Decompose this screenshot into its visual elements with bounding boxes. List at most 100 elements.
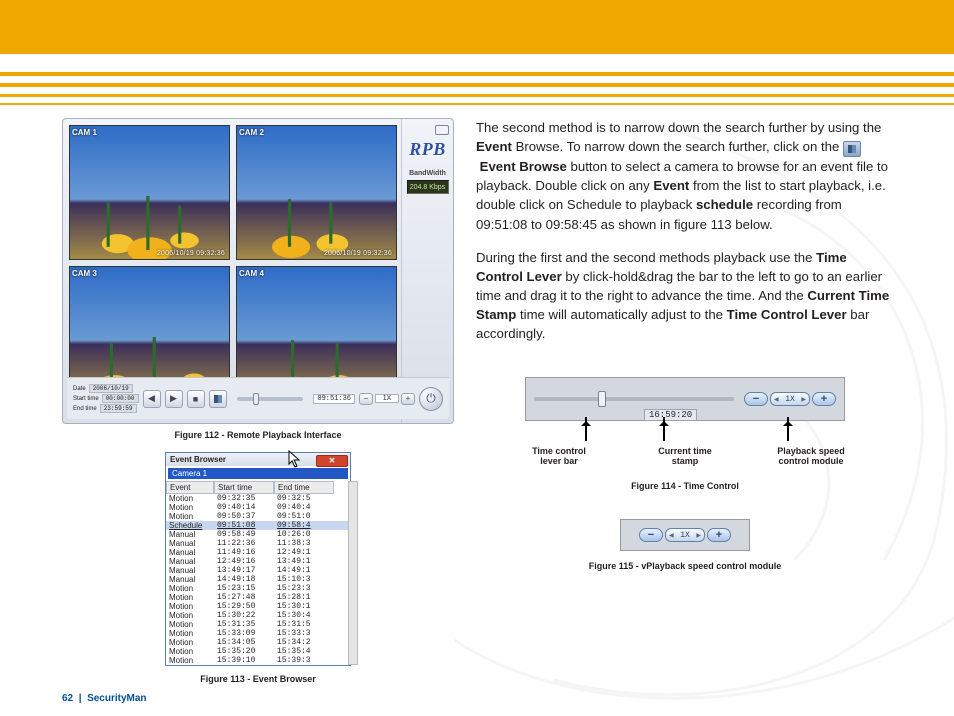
event-cell: Manual xyxy=(166,575,214,584)
event-row[interactable]: Motion15:33:0915:33:3 xyxy=(166,629,350,638)
event-row[interactable]: Motion15:23:1515:23:3 xyxy=(166,584,350,593)
event-row[interactable]: Motion15:30:2215:30:4 xyxy=(166,611,350,620)
close-button[interactable]: ✕ xyxy=(316,455,348,467)
body-p1f: Event xyxy=(653,178,689,193)
power-button[interactable]: ⏻ xyxy=(419,387,443,411)
date-value[interactable]: 2006/10/19 xyxy=(89,384,133,393)
event-row[interactable]: Manual11:49:1612:49:1 xyxy=(166,548,350,557)
event-row[interactable]: Motion09:40:1409:40:4 xyxy=(166,503,350,512)
play-button[interactable]: ▶ xyxy=(165,390,183,408)
event-row[interactable]: Motion15:31:3515:31:5 xyxy=(166,620,350,629)
event-row[interactable]: Motion09:32:3509:32:5 xyxy=(166,494,350,503)
event-row[interactable]: Manual09:58:4910:26:0 xyxy=(166,530,350,539)
col-end[interactable]: End time xyxy=(274,481,334,494)
speed-down-button[interactable]: − xyxy=(639,528,663,542)
camera-tile-2[interactable]: CAM 2 2006/10/19 09:32:36 xyxy=(236,125,397,260)
event-cell: 15:27:48 xyxy=(214,593,274,602)
event-row[interactable]: Motion09:50:3709:51:0 xyxy=(166,512,350,521)
speed-up-button[interactable]: + xyxy=(707,528,731,542)
prev-button[interactable]: ◀ xyxy=(143,390,161,408)
arrow-speed xyxy=(787,417,789,441)
event-row[interactable]: Manual13:49:1714:49:1 xyxy=(166,566,350,575)
event-cell: 15:34:2 xyxy=(274,638,334,647)
event-cell: Motion xyxy=(166,584,214,593)
event-row[interactable]: Motion15:29:5015:30:1 xyxy=(166,602,350,611)
footer-brand: SecurityMan xyxy=(87,693,146,704)
start-time-value[interactable]: 00:00:00 xyxy=(102,394,139,403)
event-cell: 15:28:1 xyxy=(274,593,334,602)
event-cell: 13:49:17 xyxy=(214,566,274,575)
event-cell: 15:31:5 xyxy=(274,620,334,629)
event-cell: 15:39:3 xyxy=(274,656,334,665)
event-row[interactable]: Manual11:22:3611:38:3 xyxy=(166,539,350,548)
event-cell: 14:49:18 xyxy=(214,575,274,584)
event-cell: 09:40:14 xyxy=(214,503,274,512)
event-cell: 14:49:1 xyxy=(274,566,334,575)
event-browser-camera[interactable]: Camera 1 xyxy=(168,468,348,479)
col-start[interactable]: Start time xyxy=(214,481,274,494)
col-event[interactable]: Event xyxy=(166,481,214,494)
minimize-button[interactable] xyxy=(435,125,449,135)
body-p2a: During the first and the second methods … xyxy=(476,250,816,265)
event-cell: 15:35:20 xyxy=(214,647,274,656)
event-cell: Motion xyxy=(166,647,214,656)
rpb-logo: RPB xyxy=(409,139,446,160)
date-label: Date xyxy=(73,386,86,392)
event-row[interactable]: Motion15:35:2015:35:4 xyxy=(166,647,350,656)
event-cell: Motion xyxy=(166,593,214,602)
event-row[interactable]: Motion15:39:1015:39:3 xyxy=(166,656,350,665)
figure-114-caption: Figure 114 - Time Control xyxy=(476,481,894,491)
event-cell: Motion xyxy=(166,503,214,512)
event-row[interactable]: Manual14:49:1815:10:3 xyxy=(166,575,350,584)
time-lever-knob[interactable] xyxy=(253,393,259,405)
event-cell: 09:58:4 xyxy=(274,521,334,530)
playback-date-panel: Date2006/10/19 Start time00:00:00 End ti… xyxy=(73,384,139,413)
event-cell: Schedule xyxy=(166,521,214,530)
speed-up-button[interactable]: + xyxy=(812,392,836,406)
speed-module-figure: − 1X + xyxy=(620,519,750,551)
time-control-lever[interactable] xyxy=(237,397,304,401)
event-cell: 12:49:16 xyxy=(214,557,274,566)
stop-button[interactable]: ■ xyxy=(187,390,205,408)
camera-timestamp: 2006/10/19 09:32:36 xyxy=(157,250,225,257)
event-cell: 09:51:0 xyxy=(274,512,334,521)
body-p2f: Time Control Lever xyxy=(727,307,847,322)
event-cell: Motion xyxy=(166,638,214,647)
bandwidth-value: 204.8 Kbps xyxy=(407,180,449,194)
body-p1a: The second method is to narrow down the … xyxy=(476,120,881,135)
speed-up-button[interactable]: + xyxy=(401,393,415,405)
event-cell: 15:29:50 xyxy=(214,602,274,611)
speed-down-button[interactable]: − xyxy=(359,393,373,405)
event-cell: Motion xyxy=(166,494,214,503)
header-gold-line xyxy=(0,83,954,87)
event-browse-button[interactable] xyxy=(209,390,227,408)
event-row[interactable]: Manual12:49:1613:49:1 xyxy=(166,557,350,566)
event-cell: Motion xyxy=(166,512,214,521)
footer-separator: | xyxy=(79,693,82,704)
camera-label: CAM 2 xyxy=(239,128,264,137)
event-cell: 15:34:05 xyxy=(214,638,274,647)
body-p1b: Event xyxy=(476,139,512,154)
event-cell: 11:38:3 xyxy=(274,539,334,548)
event-browser-title: Event Browser xyxy=(170,455,226,464)
camera-timestamp: 2006/10/19 09:32:36 xyxy=(324,250,392,257)
speed-down-button[interactable]: − xyxy=(744,392,768,406)
body-p1c: Browse. To narrow down the search furthe… xyxy=(512,139,843,154)
event-cell: 15:35:4 xyxy=(274,647,334,656)
event-row[interactable]: Motion15:27:4815:28:1 xyxy=(166,593,350,602)
time-control-lever[interactable] xyxy=(534,397,734,401)
event-row[interactable]: Motion15:34:0515:34:2 xyxy=(166,638,350,647)
event-cell: Manual xyxy=(166,548,214,557)
body-p1h: schedule xyxy=(696,197,753,212)
event-row[interactable]: Schedule09:51:0809:58:4 xyxy=(166,521,350,530)
end-time-value[interactable]: 23:59:59 xyxy=(100,404,137,413)
event-cell: 15:33:3 xyxy=(274,629,334,638)
remote-playback-window: CAM 1 2006/10/19 09:32:36 CAM 2 2006/10/… xyxy=(62,118,454,424)
camera-label: CAM 4 xyxy=(239,269,264,278)
event-cell: 11:49:16 xyxy=(214,548,274,557)
time-lever-knob[interactable] xyxy=(598,391,606,407)
camera-label: CAM 3 xyxy=(72,269,97,278)
event-cell: Manual xyxy=(166,566,214,575)
speed-control-module: − 1X + xyxy=(744,392,836,406)
camera-tile-1[interactable]: CAM 1 2006/10/19 09:32:36 xyxy=(69,125,230,260)
